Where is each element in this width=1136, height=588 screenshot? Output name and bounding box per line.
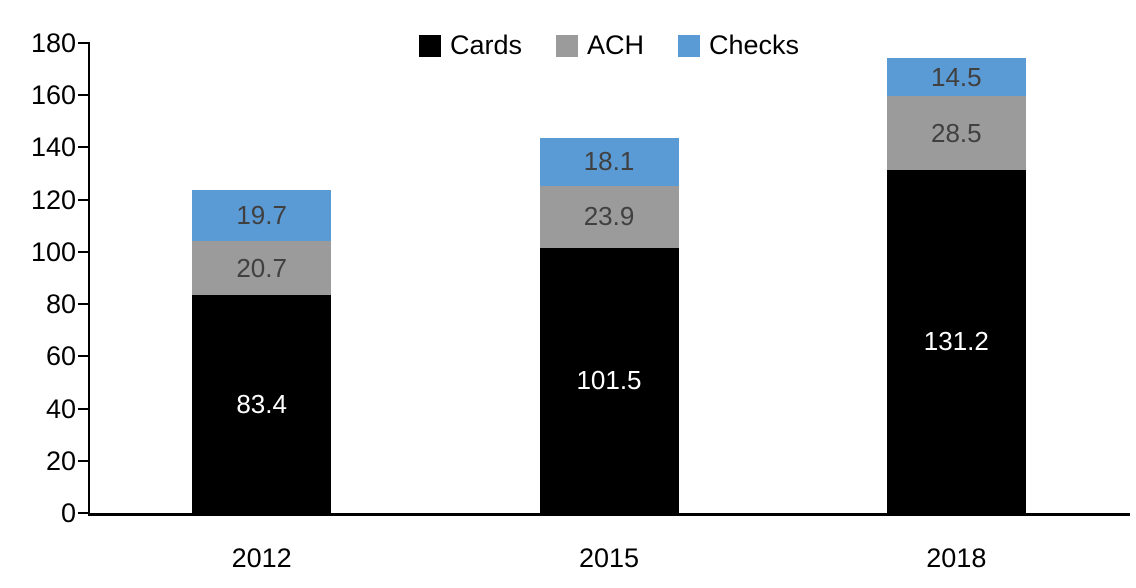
y-axis-tick-label: 20	[45, 445, 76, 476]
legend-swatch-icon	[418, 34, 441, 57]
bar-2018: 131.2 28.5 14.5	[886, 43, 1026, 513]
y-axis-line	[88, 42, 90, 514]
y-axis-tick-label: 0	[60, 498, 76, 528]
legend-item-ach: ACH	[555, 30, 644, 61]
data-label: 131.2	[923, 326, 989, 357]
x-axis-line	[88, 513, 1130, 516]
y-axis-tick-label: 180	[30, 28, 76, 58]
y-axis-tick	[78, 459, 88, 462]
bar-segment-cards: 83.4	[192, 295, 332, 513]
data-label: 14.5	[931, 61, 982, 92]
bar-segment-cards: 131.2	[886, 170, 1026, 513]
data-label: 23.9	[583, 201, 635, 232]
data-label: 28.5	[931, 117, 982, 148]
legend-item-cards: Cards	[418, 30, 522, 61]
bar-segment-ach: 28.5	[886, 96, 1026, 171]
y-axis-tick-label: 100	[30, 236, 76, 267]
bar-segment-cards: 101.5	[539, 247, 679, 513]
y-axis-tick	[78, 94, 88, 97]
data-label: 19.7	[236, 199, 287, 230]
bar-segment-ach: 20.7	[192, 241, 332, 296]
y-axis-tick	[78, 355, 88, 358]
x-axis-category-label: 2015	[578, 543, 640, 573]
y-axis-tick	[78, 303, 88, 306]
legend-swatch-icon	[555, 34, 578, 57]
legend-swatch-icon	[678, 34, 700, 57]
data-label: 18.1	[583, 146, 635, 177]
y-axis-tick	[78, 250, 88, 253]
y-axis-tick	[78, 407, 88, 410]
data-label: 83.4	[236, 388, 287, 419]
y-axis-tick	[78, 198, 88, 201]
y-axis-tick-label: 160	[30, 80, 76, 111]
y-axis-tick	[78, 512, 88, 514]
y-axis-tick	[78, 42, 88, 44]
bar-segment-checks: 18.1	[539, 138, 679, 186]
bar-segment-checks: 19.7	[192, 189, 332, 242]
y-axis-tick-label: 60	[45, 341, 76, 372]
x-axis-category-label: 2018	[926, 543, 987, 573]
legend-label: Checks	[709, 30, 800, 60]
y-axis-tick-label: 120	[30, 184, 76, 215]
legend-label: ACH	[586, 30, 644, 60]
y-axis-tick	[78, 146, 88, 149]
bar-segment-checks: 14.5	[886, 58, 1026, 97]
x-axis-category-label: 2012	[231, 543, 292, 573]
data-label: 101.5	[576, 364, 642, 395]
y-axis-tick-label: 40	[45, 393, 76, 424]
bar-2015: 101.5 23.9 18.1	[539, 43, 679, 513]
legend-item-checks: Checks	[678, 30, 799, 61]
chart-legend: Cards ACH Checks	[88, 30, 1130, 61]
bar-2012: 83.4 20.7 19.7	[192, 43, 332, 513]
y-axis-tick-label: 80	[45, 289, 76, 320]
data-label: 20.7	[236, 252, 287, 283]
legend-label: Cards	[449, 30, 522, 60]
bar-segment-ach: 23.9	[539, 185, 679, 248]
y-axis-tick-label: 140	[30, 132, 76, 163]
